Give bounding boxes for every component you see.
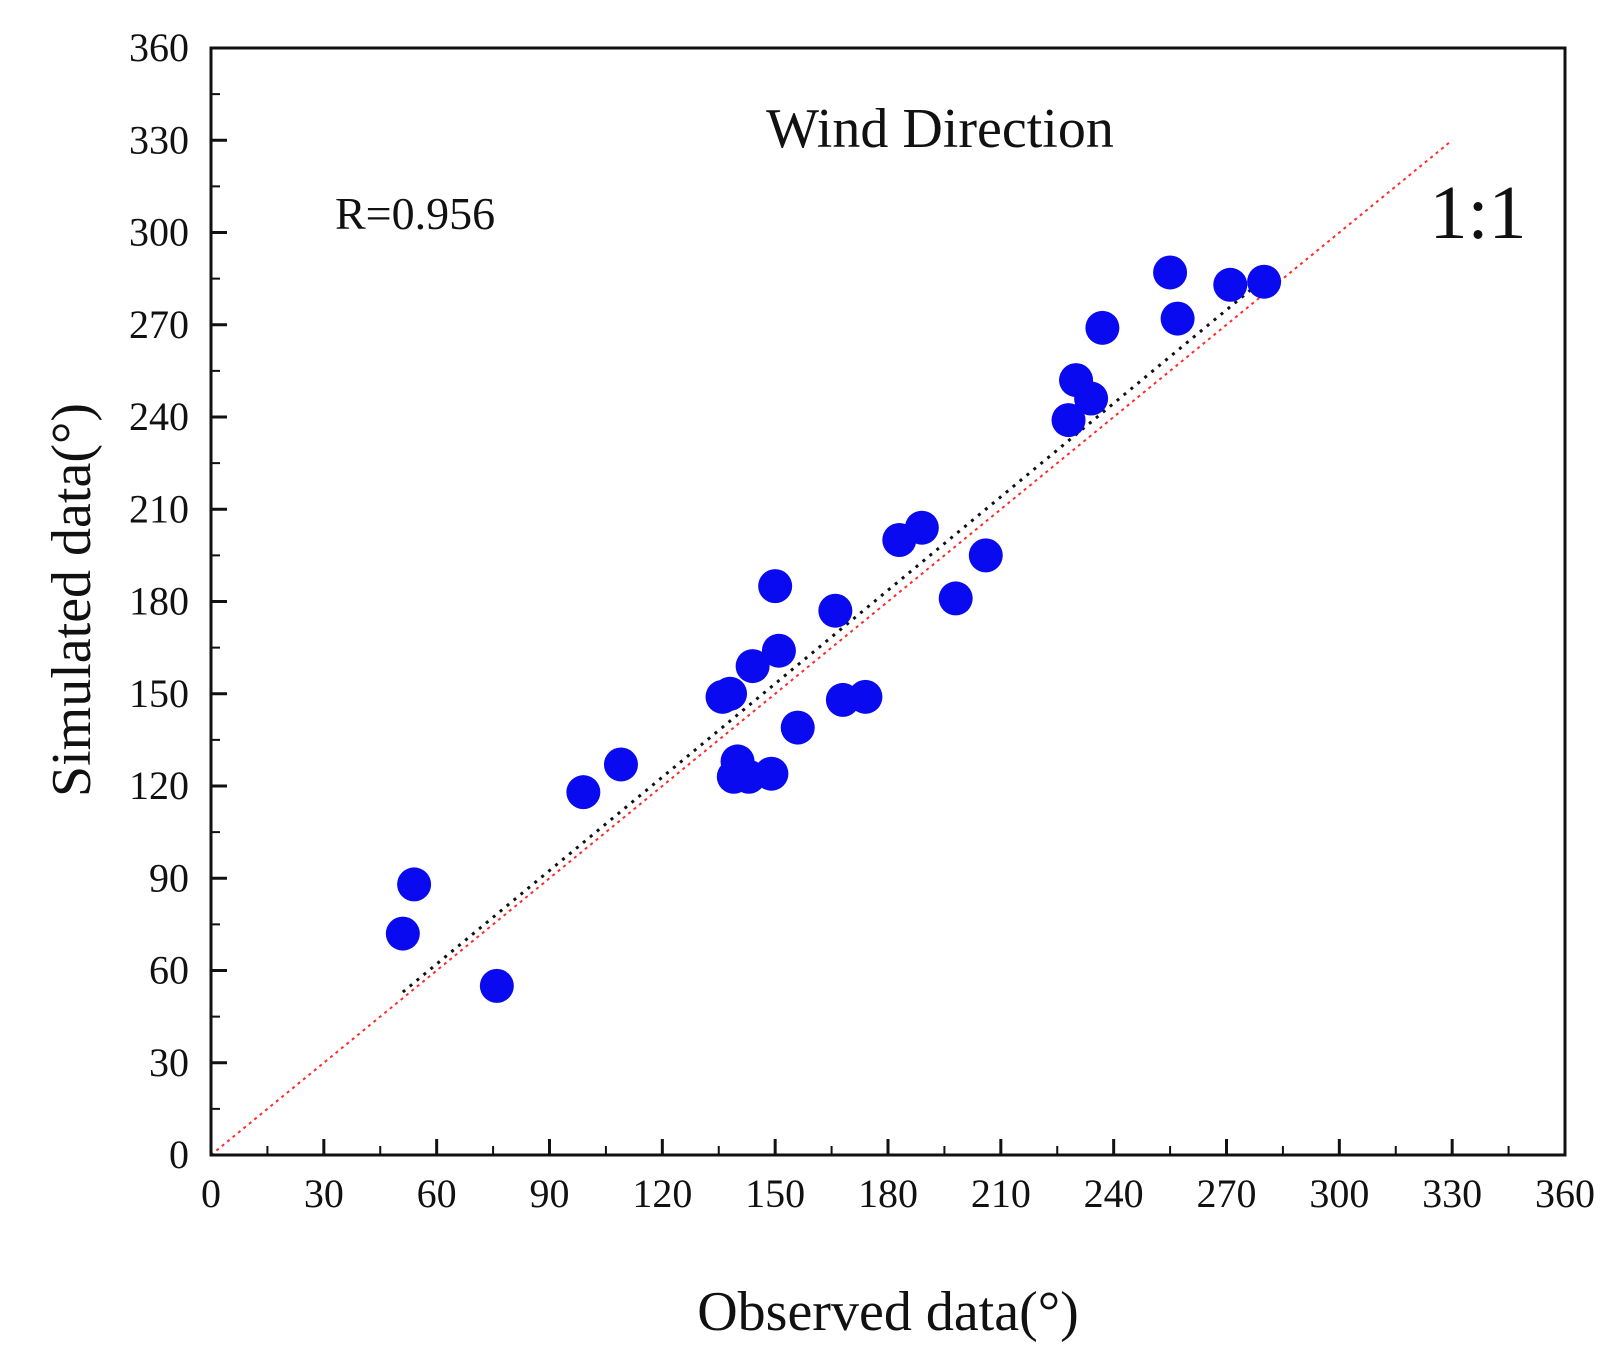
chart-title: Wind Direction (766, 98, 1114, 160)
x-tick-label: 180 (858, 1171, 918, 1216)
y-tick-label: 90 (149, 855, 189, 900)
y-tick-label: 60 (149, 948, 189, 993)
y-axis-title: Simulated data(°) (41, 403, 103, 797)
data-point (1051, 403, 1086, 438)
x-tick-label: 150 (745, 1171, 805, 1216)
data-point (754, 756, 789, 791)
data-point (1247, 264, 1282, 299)
data-point (1160, 301, 1195, 336)
x-tick-label: 330 (1422, 1171, 1482, 1216)
y-tick-label: 150 (129, 671, 189, 716)
y-tick-label: 0 (169, 1132, 189, 1177)
data-point (603, 747, 638, 782)
fit-line (401, 268, 1277, 994)
data-point (780, 710, 815, 745)
tick-labels-layer: 0 30 60 90 120 150 180 210 240 270 300 330 360 0 30 60 9… (129, 25, 1595, 1216)
data-point (761, 633, 796, 668)
x-tick-label: 90 (530, 1171, 570, 1216)
points-layer (385, 255, 1282, 1003)
data-point (385, 916, 420, 951)
r-value-annotation: R=0.956 (335, 188, 495, 239)
x-tick-label: 270 (1197, 1171, 1257, 1216)
y-tick-label: 330 (129, 117, 189, 162)
x-tick-label: 60 (417, 1171, 457, 1216)
x-tick-label: 210 (971, 1171, 1031, 1216)
x-tick-label: 30 (304, 1171, 344, 1216)
y-tick-label: 270 (129, 302, 189, 347)
one-to-one-label: 1:1 (1429, 171, 1526, 255)
data-point (1213, 267, 1248, 302)
data-point (713, 676, 748, 711)
data-point (758, 569, 793, 604)
data-point (479, 968, 514, 1003)
y-tick-label: 240 (129, 394, 189, 439)
x-tick-label: 300 (1309, 1171, 1369, 1216)
data-point (566, 775, 601, 810)
x-tick-label: 120 (632, 1171, 692, 1216)
data-point (904, 510, 939, 545)
data-point (968, 538, 1003, 573)
ticks-layer (209, 46, 1567, 1157)
y-tick-label: 30 (149, 1040, 189, 1085)
data-point (938, 581, 973, 616)
x-tick-label: 240 (1084, 1171, 1144, 1216)
data-point (818, 593, 853, 628)
x-tick-label: 0 (201, 1171, 221, 1216)
data-point (735, 649, 770, 684)
data-point (1085, 310, 1120, 345)
y-tick-label: 180 (129, 579, 189, 624)
x-tick-label: 360 (1535, 1171, 1595, 1216)
y-tick-label: 300 (129, 210, 189, 255)
data-point (397, 867, 432, 902)
x-axis-title: Observed data(°) (697, 1281, 1079, 1343)
data-point (848, 679, 883, 714)
data-point (1074, 381, 1109, 416)
y-tick-label: 360 (129, 25, 189, 70)
plot-lines (210, 139, 1453, 1156)
y-tick-label: 210 (129, 486, 189, 531)
one-to-one-line (210, 139, 1453, 1156)
data-point (1153, 255, 1188, 290)
y-tick-label: 120 (129, 763, 189, 808)
